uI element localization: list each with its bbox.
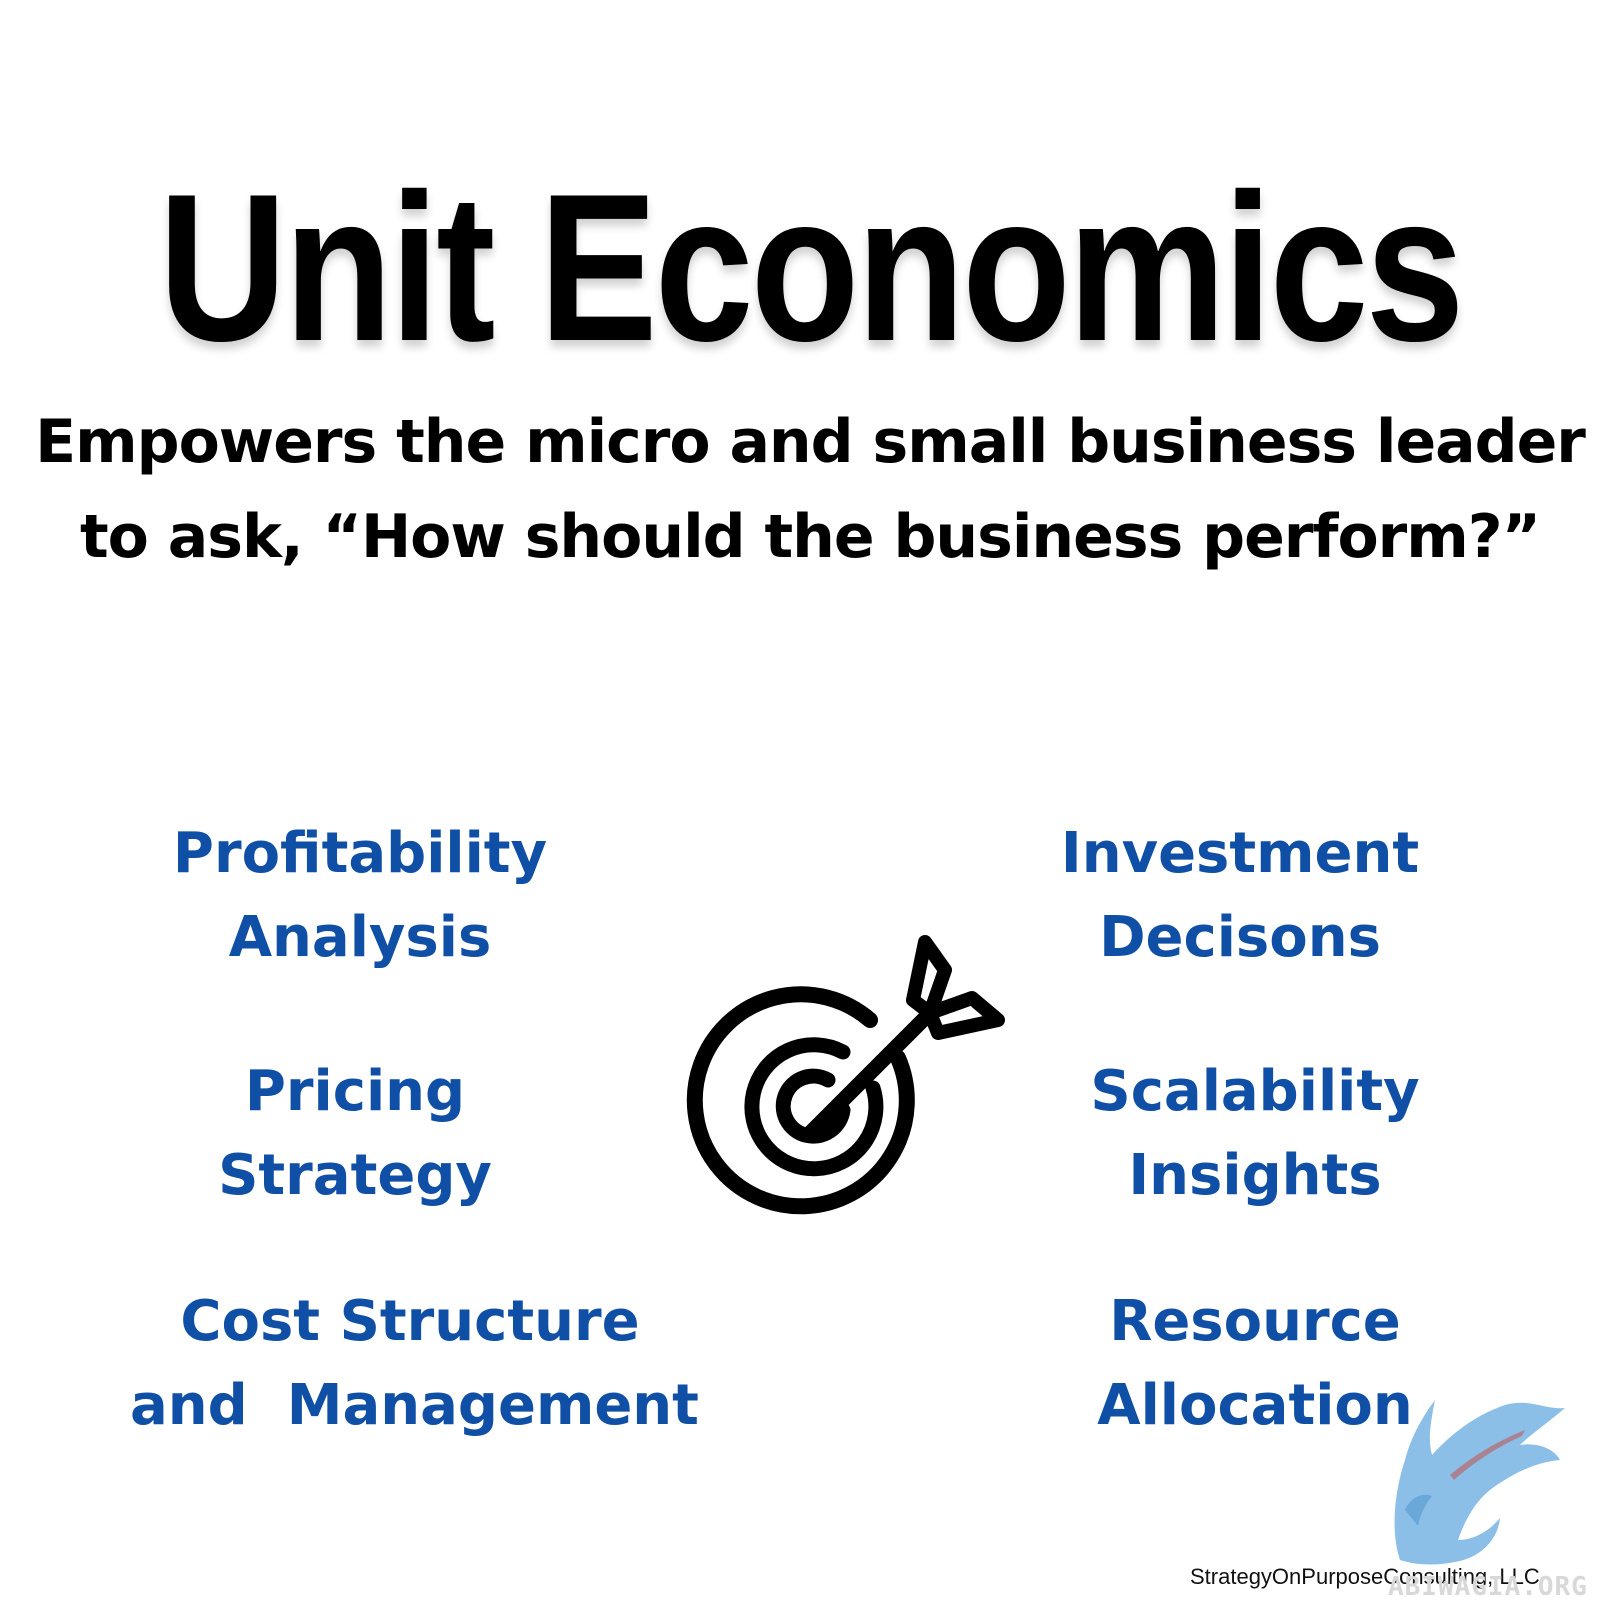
item-scalability-line1: Scalability: [1090, 1059, 1420, 1124]
item-profitability-analysis: Profitability Analysis: [150, 812, 570, 980]
item-resource-line2: Allocation: [1097, 1373, 1413, 1438]
item-scalability-insights: Scalability Insights: [1060, 1050, 1450, 1218]
watermark-text: ABIWAGIA.ORG: [1388, 1572, 1588, 1602]
item-investment-line2: Decisons: [1099, 905, 1381, 970]
item-cost-line1: Cost Structure: [180, 1289, 640, 1354]
item-pricing-strategy: Pricing Strategy: [150, 1050, 560, 1218]
item-profitability-line2: Analysis: [228, 905, 492, 970]
item-pricing-line1: Pricing: [244, 1059, 466, 1124]
item-cost-structure: Cost Structure and Management: [130, 1280, 699, 1448]
item-resource-allocation: Resource Allocation: [1060, 1280, 1450, 1448]
subtitle-line-1: Empowers the micro and small business le…: [35, 407, 1586, 477]
item-investment-decisions: Investment Decisons: [1040, 812, 1440, 980]
page-title: Unit Economics: [158, 150, 1464, 385]
item-investment-line1: Investment: [1060, 821, 1420, 886]
subtitle-line-2: to ask, “How should the business perform…: [79, 502, 1541, 572]
footer-company-name: StrategyOnPurposeConsulting, LLC: [1190, 1564, 1540, 1589]
item-resource-line1: Resource: [1109, 1289, 1401, 1354]
griffin-logo-icon: [1394, 1400, 1565, 1565]
item-profitability-line1: Profitability: [172, 821, 548, 886]
item-scalability-line2: Insights: [1128, 1143, 1382, 1208]
item-cost-line2: and Management: [130, 1373, 699, 1438]
item-pricing-line2: Strategy: [218, 1143, 492, 1208]
target-arrow-icon: [686, 935, 1005, 1215]
